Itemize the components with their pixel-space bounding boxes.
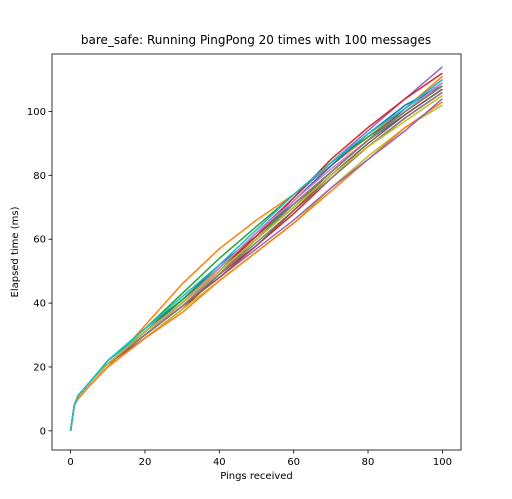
chart-title: bare_safe: Running PingPong 20 times wit… — [81, 33, 431, 47]
y-tick-label: 80 — [33, 171, 46, 182]
y-axis: 0 20 40 60 80 100 — [27, 107, 52, 437]
y-tick-label: 60 — [33, 235, 46, 246]
x-tick-label: 20 — [139, 457, 152, 468]
series-layer — [69, 66, 443, 431]
x-tick-label: 80 — [362, 457, 375, 468]
y-tick-label: 0 — [40, 426, 46, 437]
y-axis-label: Elapsed time (ms) — [10, 206, 21, 297]
x-tick-label: 40 — [213, 457, 226, 468]
x-axis-label: Pings received — [220, 471, 293, 482]
plot-frame — [51, 53, 462, 451]
x-axis: 0 20 40 60 80 100 — [67, 450, 452, 468]
x-tick-label: 60 — [287, 457, 300, 468]
y-tick-label: 20 — [33, 362, 46, 373]
x-tick-label: 100 — [433, 457, 452, 468]
y-tick-label: 40 — [33, 299, 46, 310]
y-tick-label: 100 — [27, 107, 46, 118]
x-tick-label: 0 — [67, 457, 73, 468]
series-line-20 — [69, 78, 443, 431]
